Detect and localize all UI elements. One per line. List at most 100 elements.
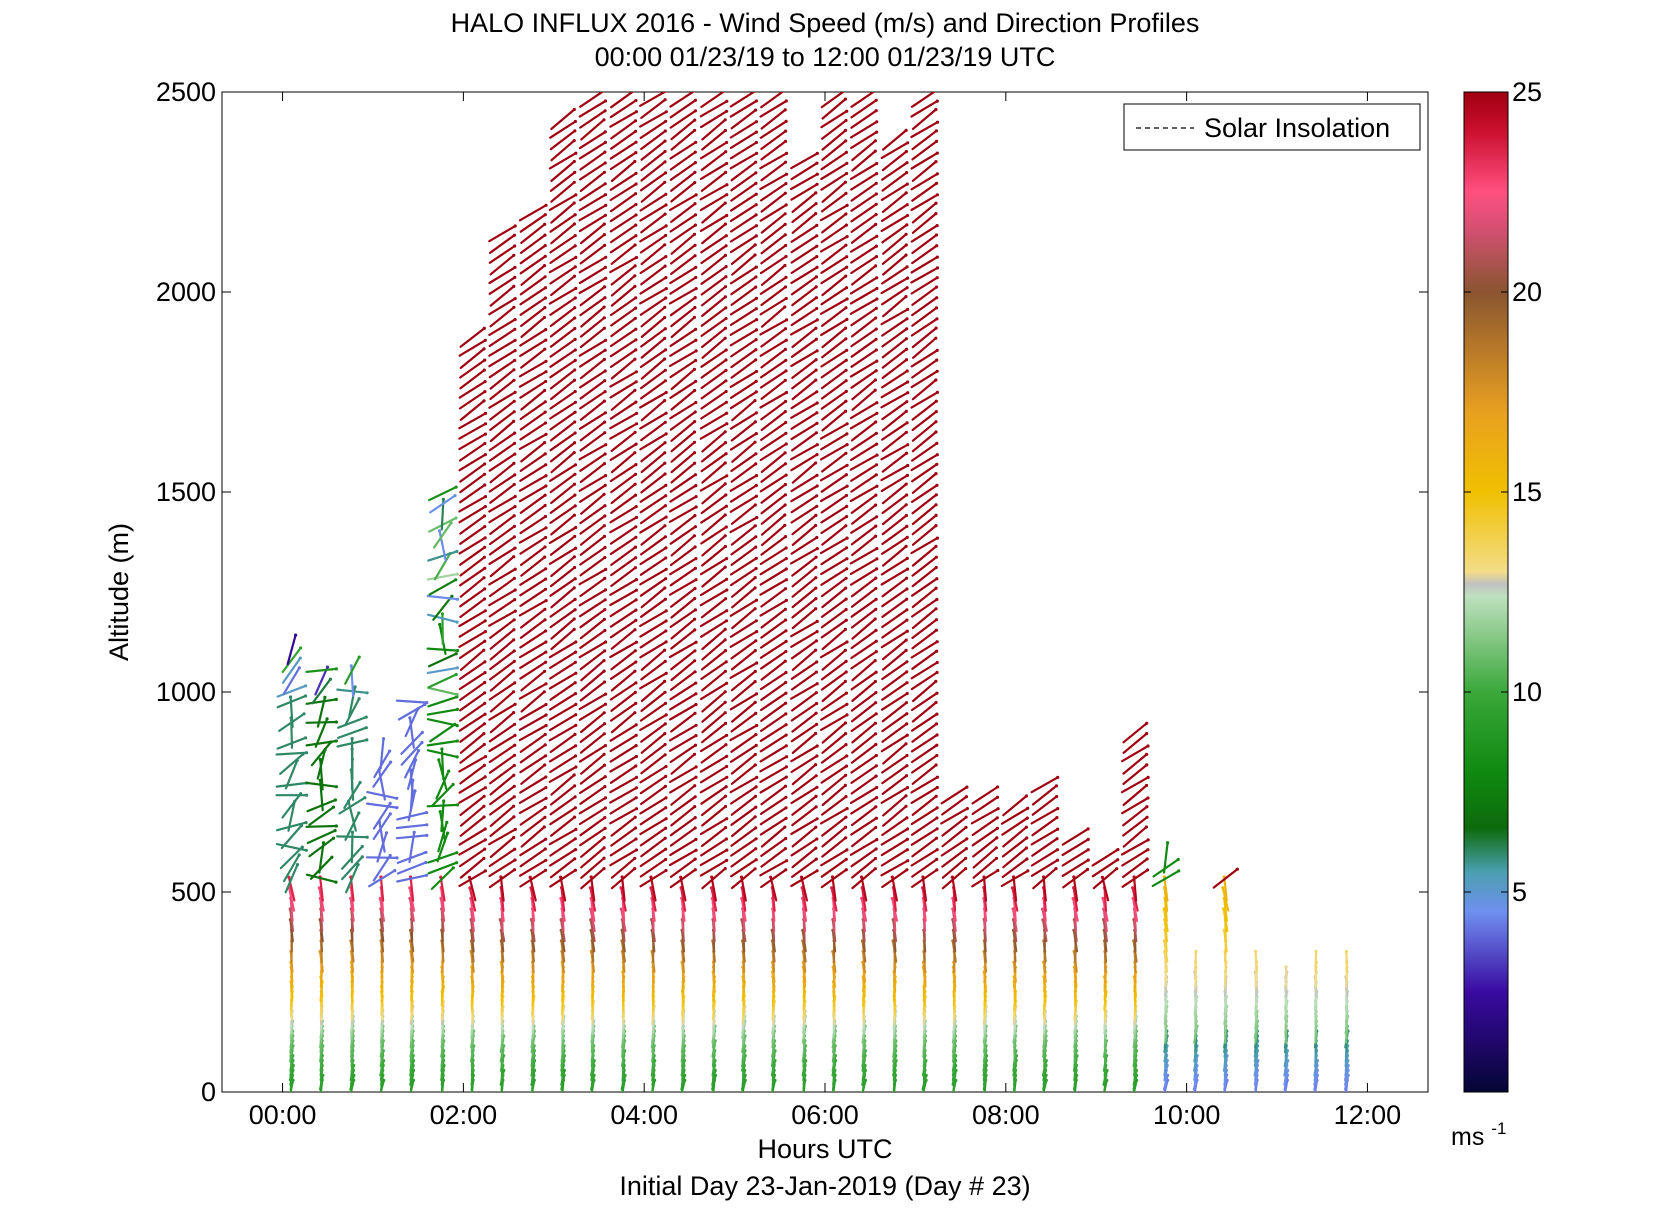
wind-vector-head bbox=[874, 586, 878, 591]
wind-vector-head bbox=[964, 847, 968, 851]
wind-vector-head bbox=[725, 474, 729, 478]
wind-vector bbox=[549, 473, 577, 494]
wind-vector-head bbox=[874, 774, 878, 778]
wind-vector bbox=[519, 806, 547, 826]
wind-vector-head bbox=[350, 830, 355, 834]
wind-vector bbox=[610, 307, 637, 327]
wind-vector-head bbox=[904, 295, 908, 299]
wind-vector-head bbox=[845, 443, 849, 447]
wind-vector-head bbox=[412, 830, 416, 835]
wind-vector-head bbox=[572, 274, 577, 278]
wind-vector bbox=[730, 171, 757, 192]
wind-vector bbox=[669, 213, 697, 233]
wind-vector bbox=[699, 859, 728, 877]
wind-vector-head bbox=[815, 484, 819, 488]
wind-vector-head bbox=[483, 495, 488, 499]
wind-vector bbox=[550, 160, 576, 182]
wind-vector-head bbox=[874, 628, 878, 633]
wind-vector-head bbox=[753, 867, 757, 871]
wind-vector bbox=[640, 441, 667, 463]
wind-vector bbox=[548, 692, 577, 711]
wind-vector bbox=[881, 452, 908, 473]
wind-vector-head bbox=[844, 118, 848, 123]
wind-vector bbox=[880, 183, 909, 201]
wind-vector bbox=[640, 837, 667, 858]
wind-vector-head bbox=[934, 607, 938, 611]
wind-vector bbox=[669, 567, 697, 587]
wind-vector bbox=[729, 141, 758, 160]
wind-vector-head bbox=[935, 806, 939, 810]
wind-vector-head bbox=[814, 368, 818, 372]
wind-vector-head bbox=[602, 659, 606, 663]
wind-vector-head bbox=[843, 180, 848, 184]
wind-vector bbox=[699, 734, 728, 753]
wind-vector-head bbox=[723, 544, 728, 549]
wind-vector-head bbox=[604, 567, 608, 572]
wind-vector-head bbox=[544, 723, 548, 728]
wind-vector bbox=[640, 316, 666, 338]
wind-vector-head bbox=[934, 722, 939, 726]
wind-vector bbox=[790, 224, 818, 243]
wind-vector bbox=[520, 825, 546, 848]
wind-vector-head bbox=[664, 390, 668, 395]
wind-vector-head bbox=[935, 483, 939, 487]
wind-vector bbox=[911, 430, 938, 453]
wind-vector bbox=[759, 765, 788, 784]
wind-vector-head bbox=[1145, 857, 1149, 861]
wind-vector-head bbox=[649, 875, 653, 879]
wind-vector bbox=[670, 181, 696, 203]
wind-vector-head bbox=[725, 681, 729, 685]
wind-vector bbox=[669, 473, 697, 493]
wind-vector-head bbox=[904, 648, 908, 653]
wind-vector-head bbox=[723, 326, 728, 330]
wind-vector bbox=[1254, 950, 1258, 973]
wind-vector-head bbox=[709, 886, 714, 890]
wind-vector bbox=[639, 494, 667, 514]
wind-vector bbox=[610, 826, 637, 847]
wind-vector-head bbox=[692, 451, 697, 455]
wind-vector-head bbox=[664, 713, 668, 717]
wind-vector-head bbox=[1115, 867, 1119, 871]
wind-vector-head bbox=[663, 742, 667, 747]
wind-vector bbox=[700, 660, 728, 681]
wind-vector bbox=[580, 867, 606, 890]
wind-vector-head bbox=[573, 358, 577, 362]
wind-vector-head bbox=[694, 287, 698, 291]
wind-vector bbox=[560, 886, 566, 912]
wind-vector bbox=[850, 245, 878, 264]
wind-vector bbox=[881, 618, 909, 639]
wind-vector bbox=[791, 826, 817, 848]
wind-vector-head bbox=[513, 567, 517, 571]
wind-vector bbox=[760, 785, 787, 806]
wind-vector bbox=[579, 764, 606, 785]
wind-vector bbox=[578, 339, 607, 357]
wind-vector-head bbox=[875, 286, 879, 291]
wind-vector-head bbox=[295, 863, 300, 867]
wind-vector bbox=[1120, 776, 1150, 794]
wind-vector-head bbox=[693, 181, 697, 185]
wind-vector bbox=[699, 557, 728, 576]
wind-vector-head bbox=[874, 222, 878, 226]
wind-vector-head bbox=[665, 92, 668, 93]
wind-vector-head bbox=[784, 836, 788, 841]
wind-vector bbox=[1223, 875, 1228, 902]
wind-vector-head bbox=[1144, 783, 1149, 788]
wind-vector bbox=[850, 754, 878, 774]
wind-vector bbox=[669, 266, 697, 285]
wind-vector-head bbox=[543, 555, 547, 559]
wind-vector bbox=[971, 785, 999, 805]
wind-vector-head bbox=[446, 831, 450, 835]
wind-vector bbox=[1071, 897, 1079, 922]
wind-vector bbox=[821, 212, 848, 234]
wind-vector bbox=[760, 327, 787, 348]
wind-vector-head bbox=[905, 161, 909, 165]
wind-vector-head bbox=[512, 233, 517, 237]
wind-vector bbox=[620, 939, 626, 963]
wind-vector-head bbox=[875, 359, 879, 363]
wind-vector-head bbox=[873, 617, 877, 621]
wind-vector bbox=[310, 740, 333, 767]
wind-vector bbox=[911, 722, 938, 743]
wind-vector bbox=[699, 848, 728, 867]
wind-vector-head bbox=[753, 649, 757, 653]
